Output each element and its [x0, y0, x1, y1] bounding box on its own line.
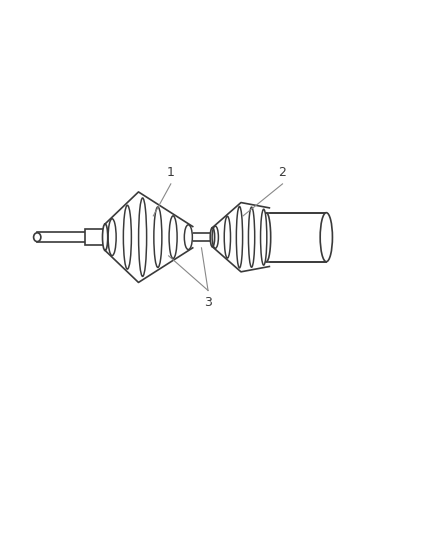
Text: 1: 1	[167, 166, 175, 179]
Ellipse shape	[102, 224, 108, 251]
Polygon shape	[105, 192, 193, 282]
Circle shape	[34, 233, 41, 241]
Bar	[85, 229, 103, 245]
Bar	[37, 232, 88, 242]
Polygon shape	[212, 203, 269, 272]
Bar	[266, 213, 326, 262]
Ellipse shape	[262, 213, 271, 262]
Bar	[191, 233, 215, 241]
Ellipse shape	[210, 228, 215, 247]
Text: 2: 2	[279, 166, 286, 179]
Ellipse shape	[320, 213, 332, 262]
Text: 3: 3	[204, 296, 212, 309]
